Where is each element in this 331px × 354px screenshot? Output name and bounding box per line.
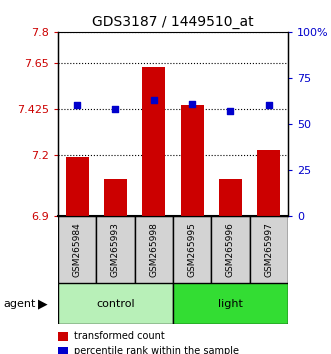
Text: ▶: ▶ xyxy=(38,297,48,310)
Bar xyxy=(66,156,89,216)
Point xyxy=(113,106,118,112)
Text: light: light xyxy=(218,298,243,309)
Bar xyxy=(181,105,204,216)
Text: GSM265996: GSM265996 xyxy=(226,222,235,277)
Bar xyxy=(96,216,135,283)
Text: GSM265997: GSM265997 xyxy=(264,222,273,277)
Text: control: control xyxy=(96,298,135,309)
Text: transformed count: transformed count xyxy=(74,331,165,341)
Bar xyxy=(104,179,127,216)
Bar xyxy=(211,216,250,283)
Text: GSM265984: GSM265984 xyxy=(72,222,82,277)
Point xyxy=(189,101,195,107)
Bar xyxy=(142,67,165,216)
Bar xyxy=(173,216,211,283)
Text: percentile rank within the sample: percentile rank within the sample xyxy=(74,346,239,354)
Text: GSM265993: GSM265993 xyxy=(111,222,120,277)
Bar xyxy=(58,216,96,283)
Bar xyxy=(58,283,173,324)
Bar xyxy=(173,283,288,324)
Bar xyxy=(257,150,280,216)
Title: GDS3187 / 1449510_at: GDS3187 / 1449510_at xyxy=(92,16,254,29)
Point xyxy=(74,103,80,108)
Bar xyxy=(250,216,288,283)
Text: agent: agent xyxy=(3,298,36,309)
Bar xyxy=(135,216,173,283)
Bar xyxy=(219,179,242,216)
Point xyxy=(228,108,233,114)
Text: GSM265998: GSM265998 xyxy=(149,222,158,277)
Point xyxy=(151,97,157,103)
Point xyxy=(266,103,271,108)
Text: GSM265995: GSM265995 xyxy=(188,222,197,277)
